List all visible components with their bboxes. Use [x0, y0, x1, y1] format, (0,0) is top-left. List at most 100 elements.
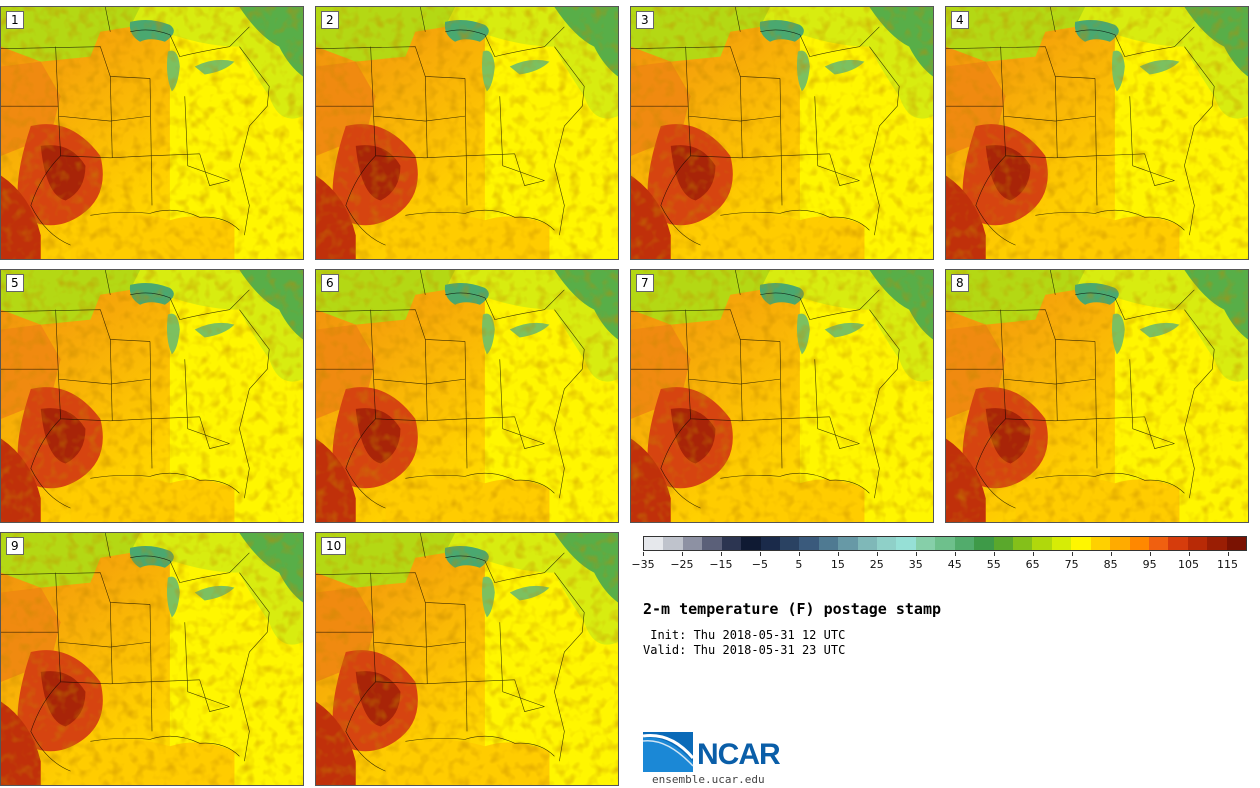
colorbar-tick-label: 75 — [1064, 558, 1079, 571]
ensemble-member-panel: 4 — [945, 6, 1249, 260]
colorbar-tick — [1032, 552, 1034, 556]
member-number: 6 — [321, 274, 339, 292]
colorbar-swatch — [993, 537, 1014, 550]
member-number: 4 — [951, 11, 969, 29]
colorbar-swatch — [663, 537, 683, 550]
temperature-map — [1, 533, 303, 785]
ensemble-member-panel: 9 — [0, 532, 304, 786]
colorbar-swatch — [1148, 537, 1169, 550]
temperature-map — [631, 270, 933, 522]
colorbar-swatch — [1207, 537, 1227, 550]
colorbar-tick-labels: −35 −25 −15 −5 5 15 25 35 45 55 65 75 85 95 105 115 — [631, 552, 1247, 574]
temperature-colorbar — [643, 536, 1247, 551]
colorbar-tick — [720, 552, 722, 556]
colorbar-swatch — [896, 537, 916, 550]
colorbar-tick-label: 45 — [947, 558, 962, 571]
colorbar-swatch — [1013, 537, 1033, 550]
colorbar-tick-label: 15 — [830, 558, 845, 571]
colorbar-tick-label: 85 — [1103, 558, 1118, 571]
ensemble-member-panel: 2 — [315, 6, 619, 260]
member-number: 5 — [6, 274, 24, 292]
colorbar-swatch — [1187, 537, 1208, 550]
ensemble-member-panel: 1 — [0, 6, 304, 260]
site-url: ensemble.ucar.edu — [652, 773, 765, 786]
colorbar-swatch — [702, 537, 722, 550]
member-number: 9 — [6, 537, 24, 555]
colorbar-tick-label: 35 — [908, 558, 923, 571]
ncar-logo-text: NCAR — [697, 738, 781, 771]
colorbar-tick — [681, 552, 683, 556]
colorbar-swatch — [1032, 537, 1052, 550]
colorbar-tick — [993, 552, 995, 556]
temperature-map — [316, 270, 618, 522]
colorbar-swatch — [974, 537, 994, 550]
member-number: 10 — [321, 537, 347, 555]
colorbar-tick — [1149, 552, 1151, 556]
colorbar-swatch — [838, 537, 858, 550]
colorbar-tick — [759, 552, 761, 556]
colorbar-tick-label: 105 — [1178, 558, 1200, 571]
colorbar-tick-label: 95 — [1142, 558, 1157, 571]
colorbar-tick — [643, 552, 644, 556]
member-number: 7 — [636, 274, 654, 292]
colorbar-tick-label: −5 — [751, 558, 768, 571]
colorbar-tick — [915, 552, 917, 556]
colorbar-swatch — [741, 537, 761, 550]
colorbar-swatch — [935, 537, 955, 550]
colorbar-swatch — [877, 537, 897, 550]
colorbar-swatch — [857, 537, 878, 550]
colorbar-tick-label: 5 — [795, 558, 803, 571]
colorbar-tick-label: 25 — [869, 558, 884, 571]
temperature-map — [946, 270, 1248, 522]
temperature-map — [1, 7, 303, 259]
colorbar-swatch — [644, 537, 664, 550]
colorbar-tick — [954, 552, 956, 556]
colorbar-tick — [1188, 552, 1190, 556]
colorbar-swatch — [1168, 537, 1188, 550]
colorbar-tick-label: −35 — [631, 558, 655, 571]
member-number: 2 — [321, 11, 339, 29]
colorbar-tick — [1227, 552, 1229, 556]
member-number: 8 — [951, 274, 969, 292]
colorbar-swatch — [1051, 537, 1072, 550]
temperature-map — [1, 270, 303, 522]
init-time: Init: Thu 2018-05-31 12 UTC — [643, 628, 846, 642]
member-number: 1 — [6, 11, 24, 29]
temperature-map — [316, 7, 618, 259]
ensemble-member-panel: 6 — [315, 269, 619, 523]
colorbar-swatch — [915, 537, 936, 550]
colorbar-swatch — [954, 537, 975, 550]
colorbar-swatch — [1071, 537, 1091, 550]
temperature-map — [631, 7, 933, 259]
colorbar-swatch — [682, 537, 703, 550]
colorbar-swatch — [1129, 537, 1149, 550]
colorbar-tick — [798, 552, 800, 556]
colorbar-tick-label: 115 — [1217, 558, 1239, 571]
temperature-map — [946, 7, 1248, 259]
colorbar-tick-label: −25 — [670, 558, 694, 571]
colorbar-tick — [1110, 552, 1112, 556]
colorbar-swatch — [760, 537, 780, 550]
colorbar-swatch — [1110, 537, 1130, 550]
member-number: 3 — [636, 11, 654, 29]
colorbar-tick — [876, 552, 878, 556]
chart-title: 2-m temperature (F) postage stamp — [643, 600, 942, 618]
ensemble-member-panel: 5 — [0, 269, 304, 523]
ensemble-member-panel: 3 — [630, 6, 934, 260]
ensemble-member-panel: 7 — [630, 269, 934, 523]
colorbar-tick-label: 55 — [986, 558, 1001, 571]
colorbar-tick — [1071, 552, 1073, 556]
ncar-logo-icon — [643, 732, 695, 772]
colorbar-tick — [837, 552, 839, 556]
colorbar-swatch — [1226, 537, 1247, 550]
colorbar-swatch — [721, 537, 742, 550]
colorbar-swatch — [1090, 537, 1111, 550]
colorbar-swatch — [779, 537, 800, 550]
temperature-map — [316, 533, 618, 785]
colorbar-swatch — [818, 537, 839, 550]
valid-time: Valid: Thu 2018-05-31 23 UTC — [643, 643, 846, 657]
colorbar-swatch — [799, 537, 819, 550]
ensemble-member-panel: 8 — [945, 269, 1249, 523]
colorbar-tick-label: 65 — [1025, 558, 1040, 571]
ensemble-member-panel: 10 — [315, 532, 619, 786]
